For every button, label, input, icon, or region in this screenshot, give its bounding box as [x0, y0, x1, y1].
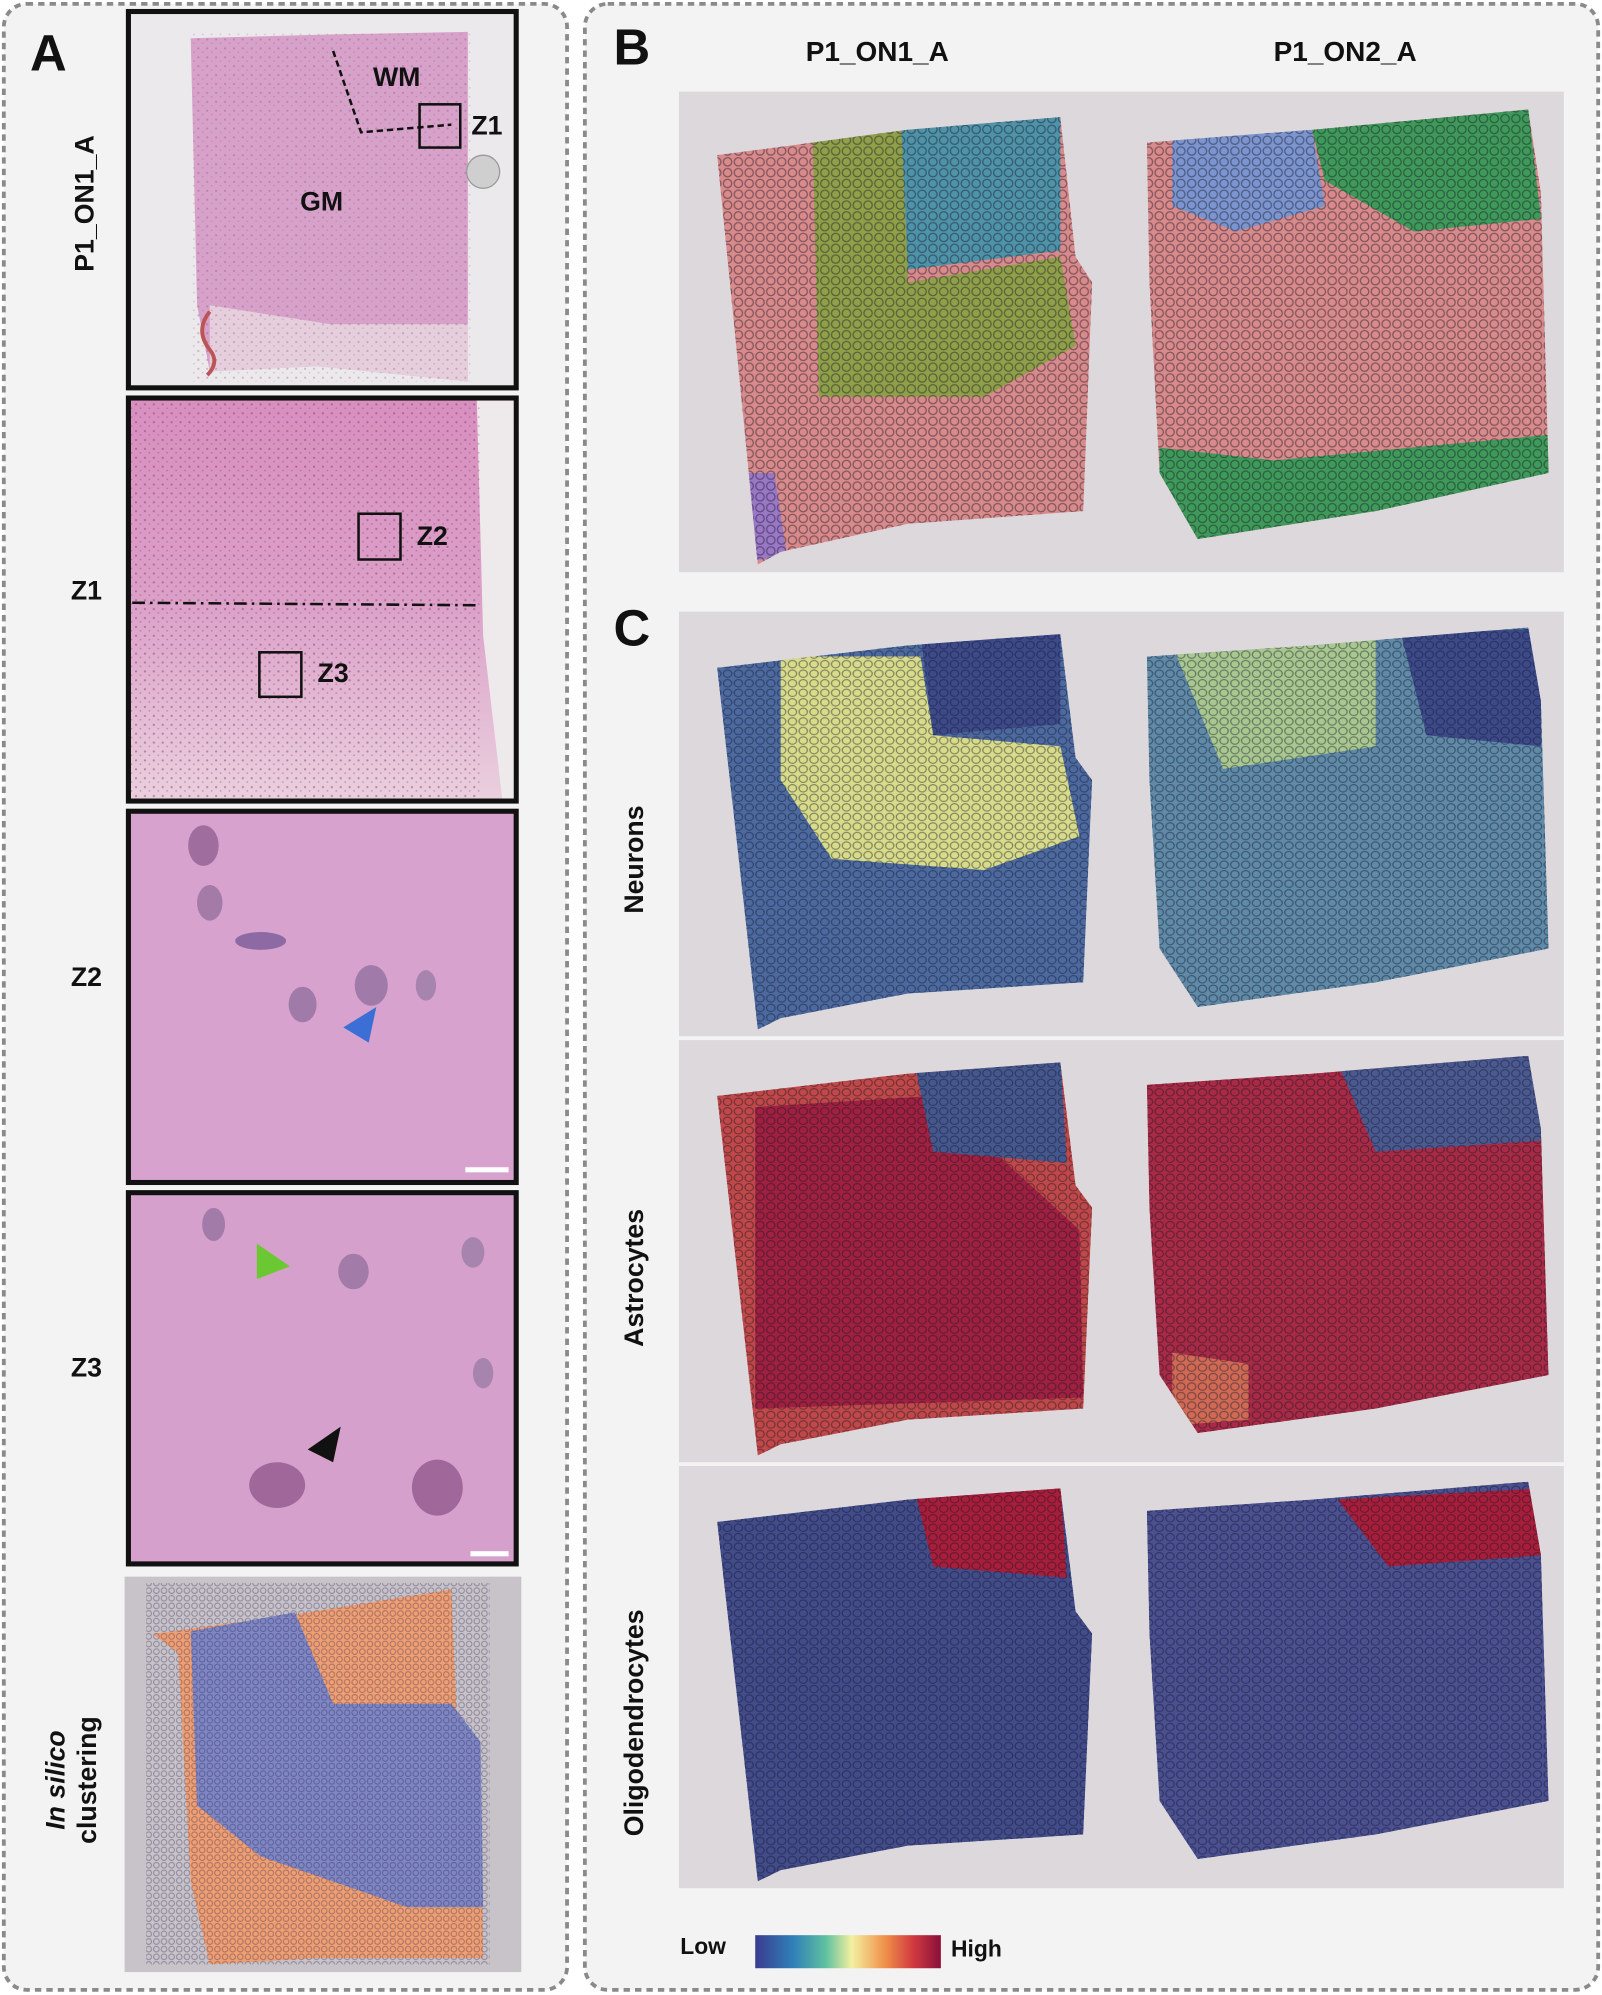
region-label: WM	[373, 62, 420, 92]
zoom-label: Z3	[318, 658, 349, 688]
spot-grid	[1146, 109, 1549, 540]
colorbar-low: Low	[680, 1933, 726, 1959]
zoom-z1: Z2 Z3	[125, 395, 519, 804]
panel-label: C	[614, 599, 651, 656]
row-label: Oligodendrocytes	[619, 1609, 649, 1836]
spot-grid	[1146, 627, 1549, 1008]
zoom-label: Z2	[417, 521, 448, 551]
tissue	[717, 117, 1093, 565]
row-label: Z1	[71, 576, 102, 606]
spot-grid	[1146, 1481, 1549, 1860]
spatial-map	[678, 1040, 1564, 1463]
tissue	[1146, 1055, 1549, 1434]
spot-grid	[717, 1062, 1093, 1456]
tissue	[717, 1488, 1093, 1882]
spatial-map	[678, 1466, 1564, 1889]
panel-label: A	[30, 25, 67, 82]
zoom-label: Z1	[471, 110, 502, 140]
clustering-label: In silico	[40, 1730, 70, 1829]
spatial-map	[678, 91, 1564, 573]
tissue	[717, 634, 1093, 1030]
row-label: Z3	[71, 1352, 102, 1382]
tissue	[717, 1062, 1093, 1456]
tissue-spots	[1146, 1055, 1549, 1434]
spot-grid	[717, 117, 1093, 565]
tissue	[1146, 627, 1549, 1008]
tissue	[1146, 1481, 1549, 1860]
spatial-map	[678, 611, 1564, 1037]
sample-label: P1_ON1_A	[70, 135, 100, 271]
tissue	[1146, 109, 1549, 540]
tissue-spots	[717, 634, 1093, 1030]
row-label: Neurons	[619, 805, 649, 913]
he-overview: WM GM Z1	[125, 8, 519, 391]
tissue-spots	[1146, 109, 1549, 540]
row-label: Z2	[71, 962, 102, 992]
colorbar	[755, 1935, 941, 1969]
spot-grid	[717, 634, 1093, 1030]
column-header: P1_ON2_A	[1274, 36, 1417, 67]
tissue-spots	[717, 1062, 1093, 1456]
tissue-spots	[1146, 627, 1549, 1008]
spot-grid	[1146, 1055, 1549, 1434]
tissue-spots	[717, 1488, 1093, 1882]
spot-grid	[717, 1488, 1093, 1882]
clustering-image	[124, 1576, 522, 1973]
tissue-spots	[717, 117, 1093, 565]
panel-label: B	[614, 18, 651, 75]
zoom-z2	[125, 808, 519, 1186]
row-label: Astrocytes	[619, 1209, 649, 1347]
region-label: GM	[300, 187, 343, 217]
zoom-z3	[125, 1190, 519, 1567]
column-header: P1_ON1_A	[806, 36, 949, 67]
colorbar-high: High	[951, 1935, 1002, 1961]
clustering-label: clustering	[72, 1716, 102, 1844]
tissue-spots	[1146, 1481, 1549, 1860]
